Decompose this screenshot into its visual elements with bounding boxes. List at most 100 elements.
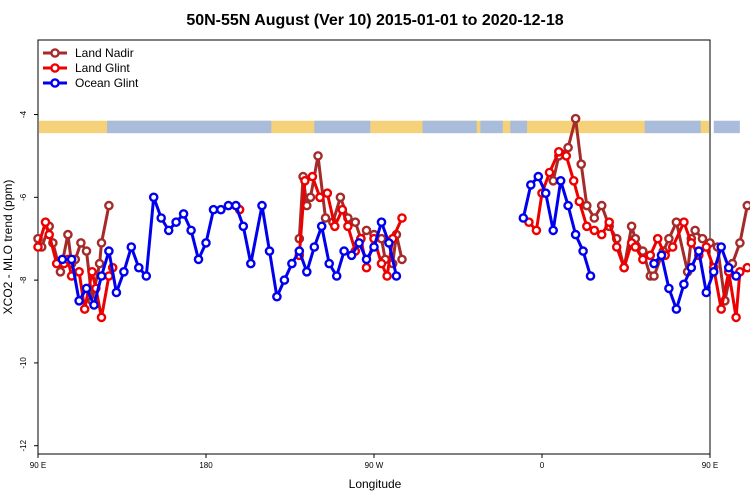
data-point — [638, 254, 648, 265]
data-point — [701, 287, 712, 298]
y-axis: -4 -6 -8 -10 -12 — [19, 110, 38, 452]
data-point — [596, 200, 607, 211]
y-axis-label: XCO2 - MLO trend (ppm) — [1, 180, 15, 315]
data-point — [223, 200, 234, 211]
data-point — [193, 254, 204, 265]
data-point — [731, 271, 741, 281]
data-point — [540, 188, 551, 198]
data-point — [589, 225, 600, 236]
data-point — [731, 312, 741, 323]
data-point — [701, 242, 712, 252]
y-tick-label: -8 — [19, 276, 28, 284]
data-point — [742, 200, 750, 211]
data-point — [89, 300, 99, 310]
legend-swatch-marker — [50, 63, 60, 73]
y-tick-label: -12 — [19, 439, 28, 451]
data-point — [104, 200, 114, 211]
data-point — [87, 266, 97, 277]
data-point — [287, 258, 297, 269]
data-point — [74, 295, 84, 306]
series-line — [521, 175, 592, 277]
data-point — [238, 221, 249, 232]
data-point — [544, 167, 555, 178]
data-point — [300, 175, 310, 186]
ocean-band-segment — [107, 120, 272, 134]
data-point — [518, 213, 529, 223]
data-point — [294, 246, 305, 256]
data-point — [645, 250, 656, 261]
data-point — [570, 229, 581, 240]
data-point — [343, 221, 353, 232]
data-point — [320, 213, 331, 223]
data-point — [723, 262, 734, 273]
data-point — [163, 225, 174, 236]
data-point — [589, 213, 600, 223]
data-point — [361, 225, 372, 236]
data-point — [104, 271, 114, 281]
data-point — [397, 213, 407, 223]
legend-swatch-marker — [50, 78, 60, 88]
data-point — [585, 271, 596, 281]
data-point — [576, 159, 587, 169]
data-point — [397, 254, 407, 265]
data-point — [55, 266, 66, 277]
chart-title: 50N-55N August (Ver 10) 2015-01-01 to 20… — [186, 12, 563, 29]
data-point — [533, 171, 544, 182]
data-point — [652, 233, 663, 244]
data-point — [186, 225, 196, 236]
data-point — [679, 217, 689, 227]
data-point — [257, 200, 267, 211]
series-ocean-glint — [57, 171, 741, 314]
data-point — [742, 262, 750, 273]
data-point — [361, 262, 372, 273]
data-point — [596, 229, 607, 240]
x-tick-label: 90 W — [365, 461, 384, 470]
legend-item: Land Nadir — [43, 46, 134, 60]
data-point — [272, 291, 282, 302]
data-point — [313, 151, 323, 161]
data-point — [563, 142, 573, 153]
data-point — [611, 242, 622, 252]
data-point — [33, 242, 43, 252]
x-axis-label: Longitude — [349, 477, 402, 491]
data-point — [735, 238, 745, 248]
data-point — [74, 266, 84, 277]
data-point — [208, 204, 219, 215]
data-point — [350, 217, 361, 227]
ocean-band-segment — [510, 120, 528, 134]
data-point — [582, 221, 592, 232]
data-point — [690, 225, 700, 236]
data-point — [574, 196, 585, 207]
data-point — [216, 204, 226, 215]
data-point — [649, 271, 659, 281]
data-point — [548, 225, 559, 236]
data-point — [376, 258, 387, 269]
data-point — [570, 113, 581, 124]
legend-label: Land Nadir — [75, 46, 134, 60]
data-point — [563, 200, 573, 211]
data-point — [307, 171, 318, 182]
data-point — [671, 217, 682, 227]
data-point — [337, 204, 348, 215]
ocean-band-segment — [713, 120, 740, 134]
data-point — [626, 221, 637, 232]
data-point — [171, 217, 181, 227]
data-point — [671, 304, 682, 314]
data-point — [231, 200, 241, 211]
data-point — [335, 192, 346, 203]
data-point — [339, 246, 349, 256]
x-tick-label: 180 — [199, 461, 213, 470]
data-point — [561, 151, 572, 161]
data-point — [279, 275, 290, 285]
data-point — [568, 175, 579, 186]
data-point — [578, 246, 588, 256]
legend-label: Ocean Glint — [75, 76, 139, 90]
data-point — [63, 229, 73, 240]
data-point — [554, 146, 564, 157]
ocean-band-segment — [644, 120, 701, 134]
legend-label: Land Glint — [75, 61, 130, 75]
data-point — [44, 229, 55, 240]
data-point — [264, 246, 275, 256]
data-point — [382, 271, 392, 281]
